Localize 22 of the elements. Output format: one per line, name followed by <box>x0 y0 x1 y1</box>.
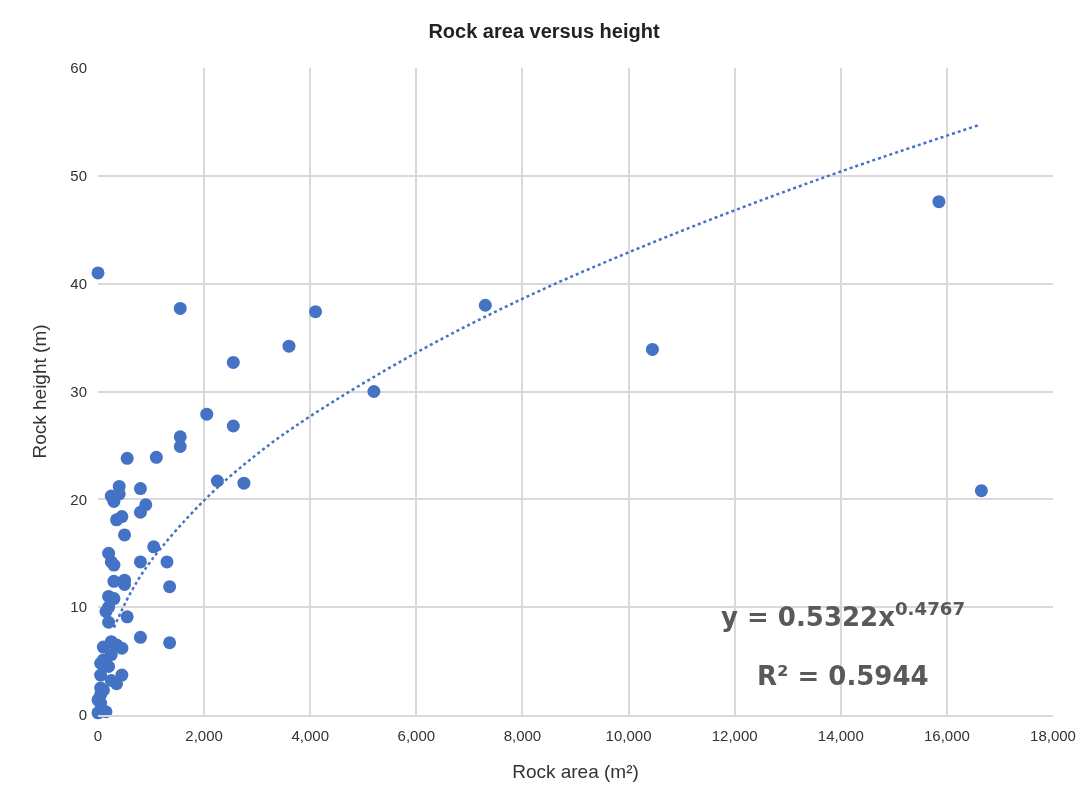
x-tick-label: 10,000 <box>605 727 652 744</box>
x-tick-label: 0 <box>93 727 103 744</box>
x-tick-label: 2,000 <box>185 727 223 744</box>
annotation: R² = 0.5944 <box>757 661 929 691</box>
x-tick-label: 6,000 <box>397 727 436 744</box>
x-axis-title: Rock area (m²) <box>512 761 639 783</box>
x-tick-label: 14,000 <box>817 727 864 744</box>
y-tick-label: 20 <box>70 490 87 508</box>
x-tick-label: 4,000 <box>291 727 329 744</box>
x-tick-label: 8,000 <box>503 727 542 744</box>
y-tick-label: 10 <box>70 598 87 616</box>
x-tick-label: 18,000 <box>1030 727 1076 744</box>
x-tick-label: 12,000 <box>711 727 758 744</box>
chart-title: Rock area versus height <box>428 20 660 43</box>
y-tick-label: 30 <box>70 382 87 400</box>
y-tick-label: 0 <box>78 706 87 724</box>
y-axis-title: Rock height (m) <box>29 324 51 459</box>
annotation: y = 0.5322x$^{0.4767}$ <box>721 598 966 632</box>
y-tick-label: 40 <box>70 274 87 292</box>
y-tick-label: 50 <box>70 167 87 185</box>
y-tick-label: 60 <box>70 59 87 77</box>
x-tick-label: 16,000 <box>923 727 970 744</box>
